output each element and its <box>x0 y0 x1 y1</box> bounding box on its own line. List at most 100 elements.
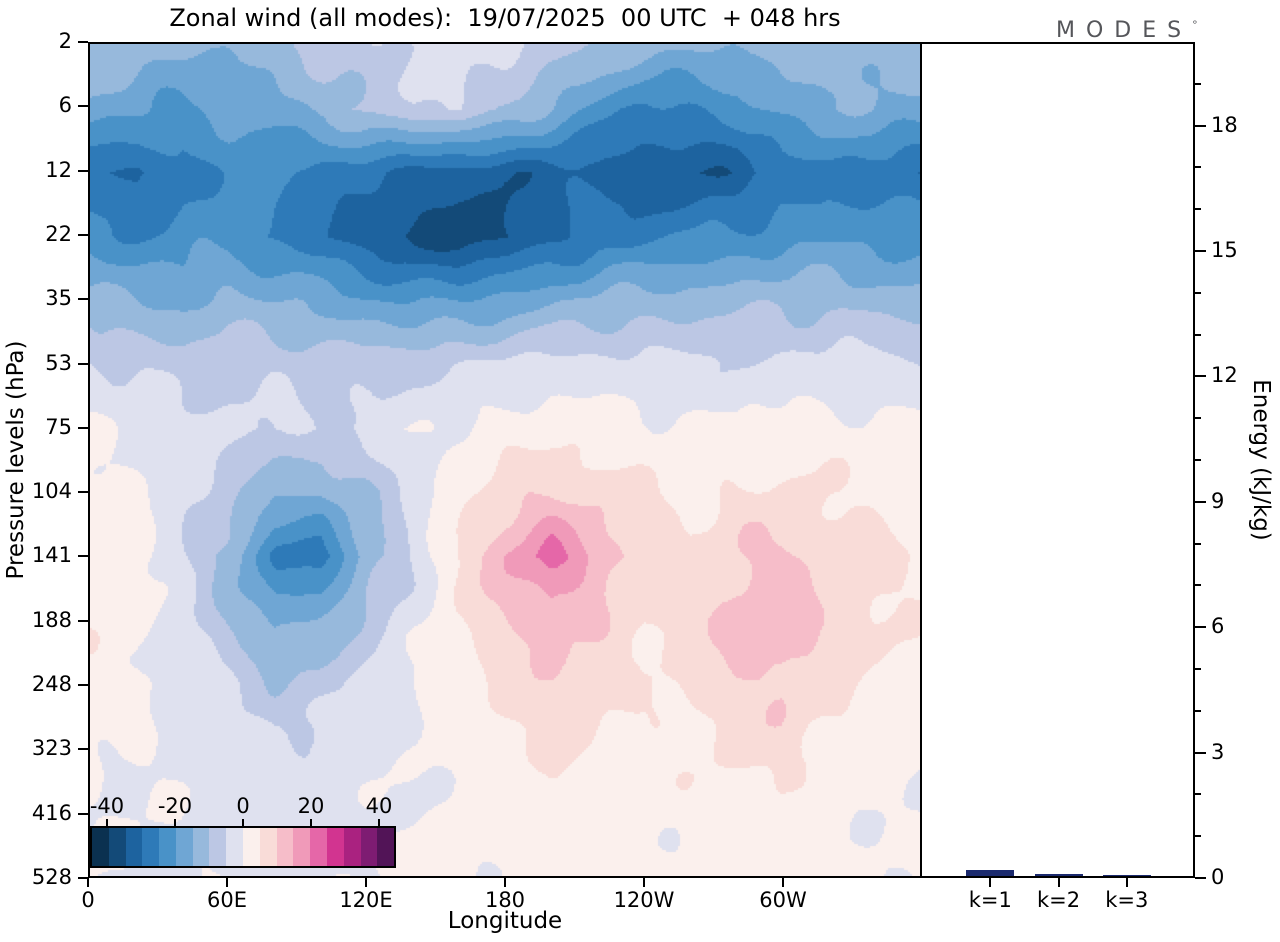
pressure-tick-label: 141 <box>31 543 72 568</box>
energy-category-tick <box>1057 878 1060 887</box>
pressure-tick-label: 12 <box>45 157 72 182</box>
pressure-tick <box>78 619 88 622</box>
colorbar-tick <box>310 819 312 826</box>
energy-tick-minor <box>1195 835 1201 838</box>
colorbar-swatch <box>125 828 143 866</box>
pressure-tick-label: 6 <box>58 93 72 118</box>
colorbar-swatch <box>293 828 311 866</box>
longitude-tick-label: 60W <box>759 888 807 912</box>
colorbar-label: -40 <box>89 794 125 818</box>
pressure-tick <box>78 169 88 172</box>
modes-logo: MODES° <box>1056 18 1198 43</box>
longitude-tick <box>782 878 784 887</box>
longitude-tick-label: 120W <box>613 888 675 912</box>
energy-tick-major <box>1195 751 1206 754</box>
longitude-tick-label: 120E <box>339 888 393 912</box>
energy-tick-minor <box>1195 208 1201 211</box>
energy-axis-label: Energy (kJ/kg) <box>1248 379 1274 541</box>
pressure-tick-label: 323 <box>31 736 72 761</box>
colorbar-swatch <box>159 828 176 866</box>
longitude-tick <box>643 878 645 887</box>
modes-logo-mark: ° <box>1192 18 1198 32</box>
energy-bar <box>1102 875 1151 876</box>
energy-tick-label: 18 <box>1211 112 1238 137</box>
colorbar-label: 40 <box>365 794 393 818</box>
longitude-tick <box>365 878 367 887</box>
energy-bar-label: k=1 <box>968 888 1012 912</box>
colorbar-swatch <box>175 828 193 866</box>
pressure-tick-label: 75 <box>45 414 72 439</box>
longitude-tick-label: 60E <box>207 888 247 912</box>
energy-panel <box>922 42 1195 878</box>
pressure-tick <box>78 555 88 558</box>
pressure-tick <box>78 426 88 429</box>
pressure-tick <box>78 233 88 236</box>
energy-tick-major <box>1195 124 1206 127</box>
colorbar-tick <box>378 819 380 826</box>
energy-tick-minor <box>1195 459 1201 461</box>
energy-bar <box>1034 873 1083 876</box>
colorbar-swatch <box>310 828 327 866</box>
longitude-tick <box>87 878 89 887</box>
energy-tick-minor <box>1195 166 1201 169</box>
energy-tick-minor <box>1195 291 1201 294</box>
colorbar <box>90 826 396 868</box>
energy-tick-label: 15 <box>1211 238 1238 262</box>
colorbar-swatch <box>108 828 126 866</box>
pressure-tick-label: 104 <box>31 479 72 504</box>
colorbar-swatch <box>226 828 244 866</box>
energy-tick-label: 0 <box>1211 865 1225 889</box>
pressure-tick-label: 22 <box>45 221 72 246</box>
energy-tick-minor <box>1195 584 1201 587</box>
colorbar-swatch <box>259 828 277 866</box>
energy-tick-label: 6 <box>1211 614 1225 639</box>
contour-canvas <box>90 44 920 876</box>
pressure-tick <box>78 684 88 687</box>
energy-tick-major <box>1195 250 1206 252</box>
colorbar-tick <box>106 819 108 826</box>
energy-tick-minor <box>1195 333 1201 336</box>
modes-logo-text: MODES <box>1056 18 1193 43</box>
colorbar-tick <box>242 819 244 826</box>
colorbar-swatch <box>326 828 344 866</box>
energy-bar-label: k=3 <box>1105 888 1149 912</box>
pressure-tick-label: 248 <box>31 672 72 697</box>
chart-title: Zonal wind (all modes): 19/07/2025 00 UT… <box>169 4 841 32</box>
energy-tick-major <box>1195 500 1206 503</box>
colorbar-swatch <box>142 828 160 866</box>
pressure-tick <box>78 748 88 751</box>
colorbar-swatch <box>276 828 294 866</box>
pressure-tick-label: 188 <box>31 607 72 632</box>
energy-tick-major <box>1195 375 1206 378</box>
energy-tick-minor <box>1195 709 1201 712</box>
longitude-tick-label: 0 <box>81 888 95 912</box>
pressure-tick <box>78 877 88 879</box>
energy-category-tick <box>989 878 992 887</box>
energy-tick-minor <box>1195 82 1201 85</box>
longitude-tick-label: 180 <box>484 888 526 912</box>
colorbar-swatch <box>209 828 227 866</box>
colorbar-swatch <box>192 828 210 866</box>
pressure-tick-label: 53 <box>45 350 72 375</box>
colorbar-swatch <box>92 828 109 866</box>
energy-tick-minor <box>1195 542 1201 545</box>
energy-tick-minor <box>1195 793 1201 796</box>
energy-tick-minor <box>1195 668 1201 670</box>
longitude-tick <box>226 878 228 887</box>
colorbar-label: 0 <box>236 794 250 818</box>
pressure-tick-label: 35 <box>45 286 72 311</box>
contour-plot: -40 -20 0 20 40 <box>88 42 922 878</box>
energy-bar-label: k=2 <box>1036 888 1081 912</box>
pressure-tick <box>78 812 88 815</box>
colorbar-swatch <box>360 828 378 866</box>
colorbar-swatch <box>377 828 395 866</box>
pressure-tick <box>78 105 88 108</box>
pressure-tick <box>78 491 88 494</box>
pressure-tick <box>78 362 88 365</box>
colorbar-swatch <box>243 828 260 866</box>
pressure-tick-label: 528 <box>31 865 72 889</box>
colorbar-label: 20 <box>297 794 325 818</box>
pressure-tick <box>78 298 88 301</box>
colorbar-label: -20 <box>157 794 193 818</box>
